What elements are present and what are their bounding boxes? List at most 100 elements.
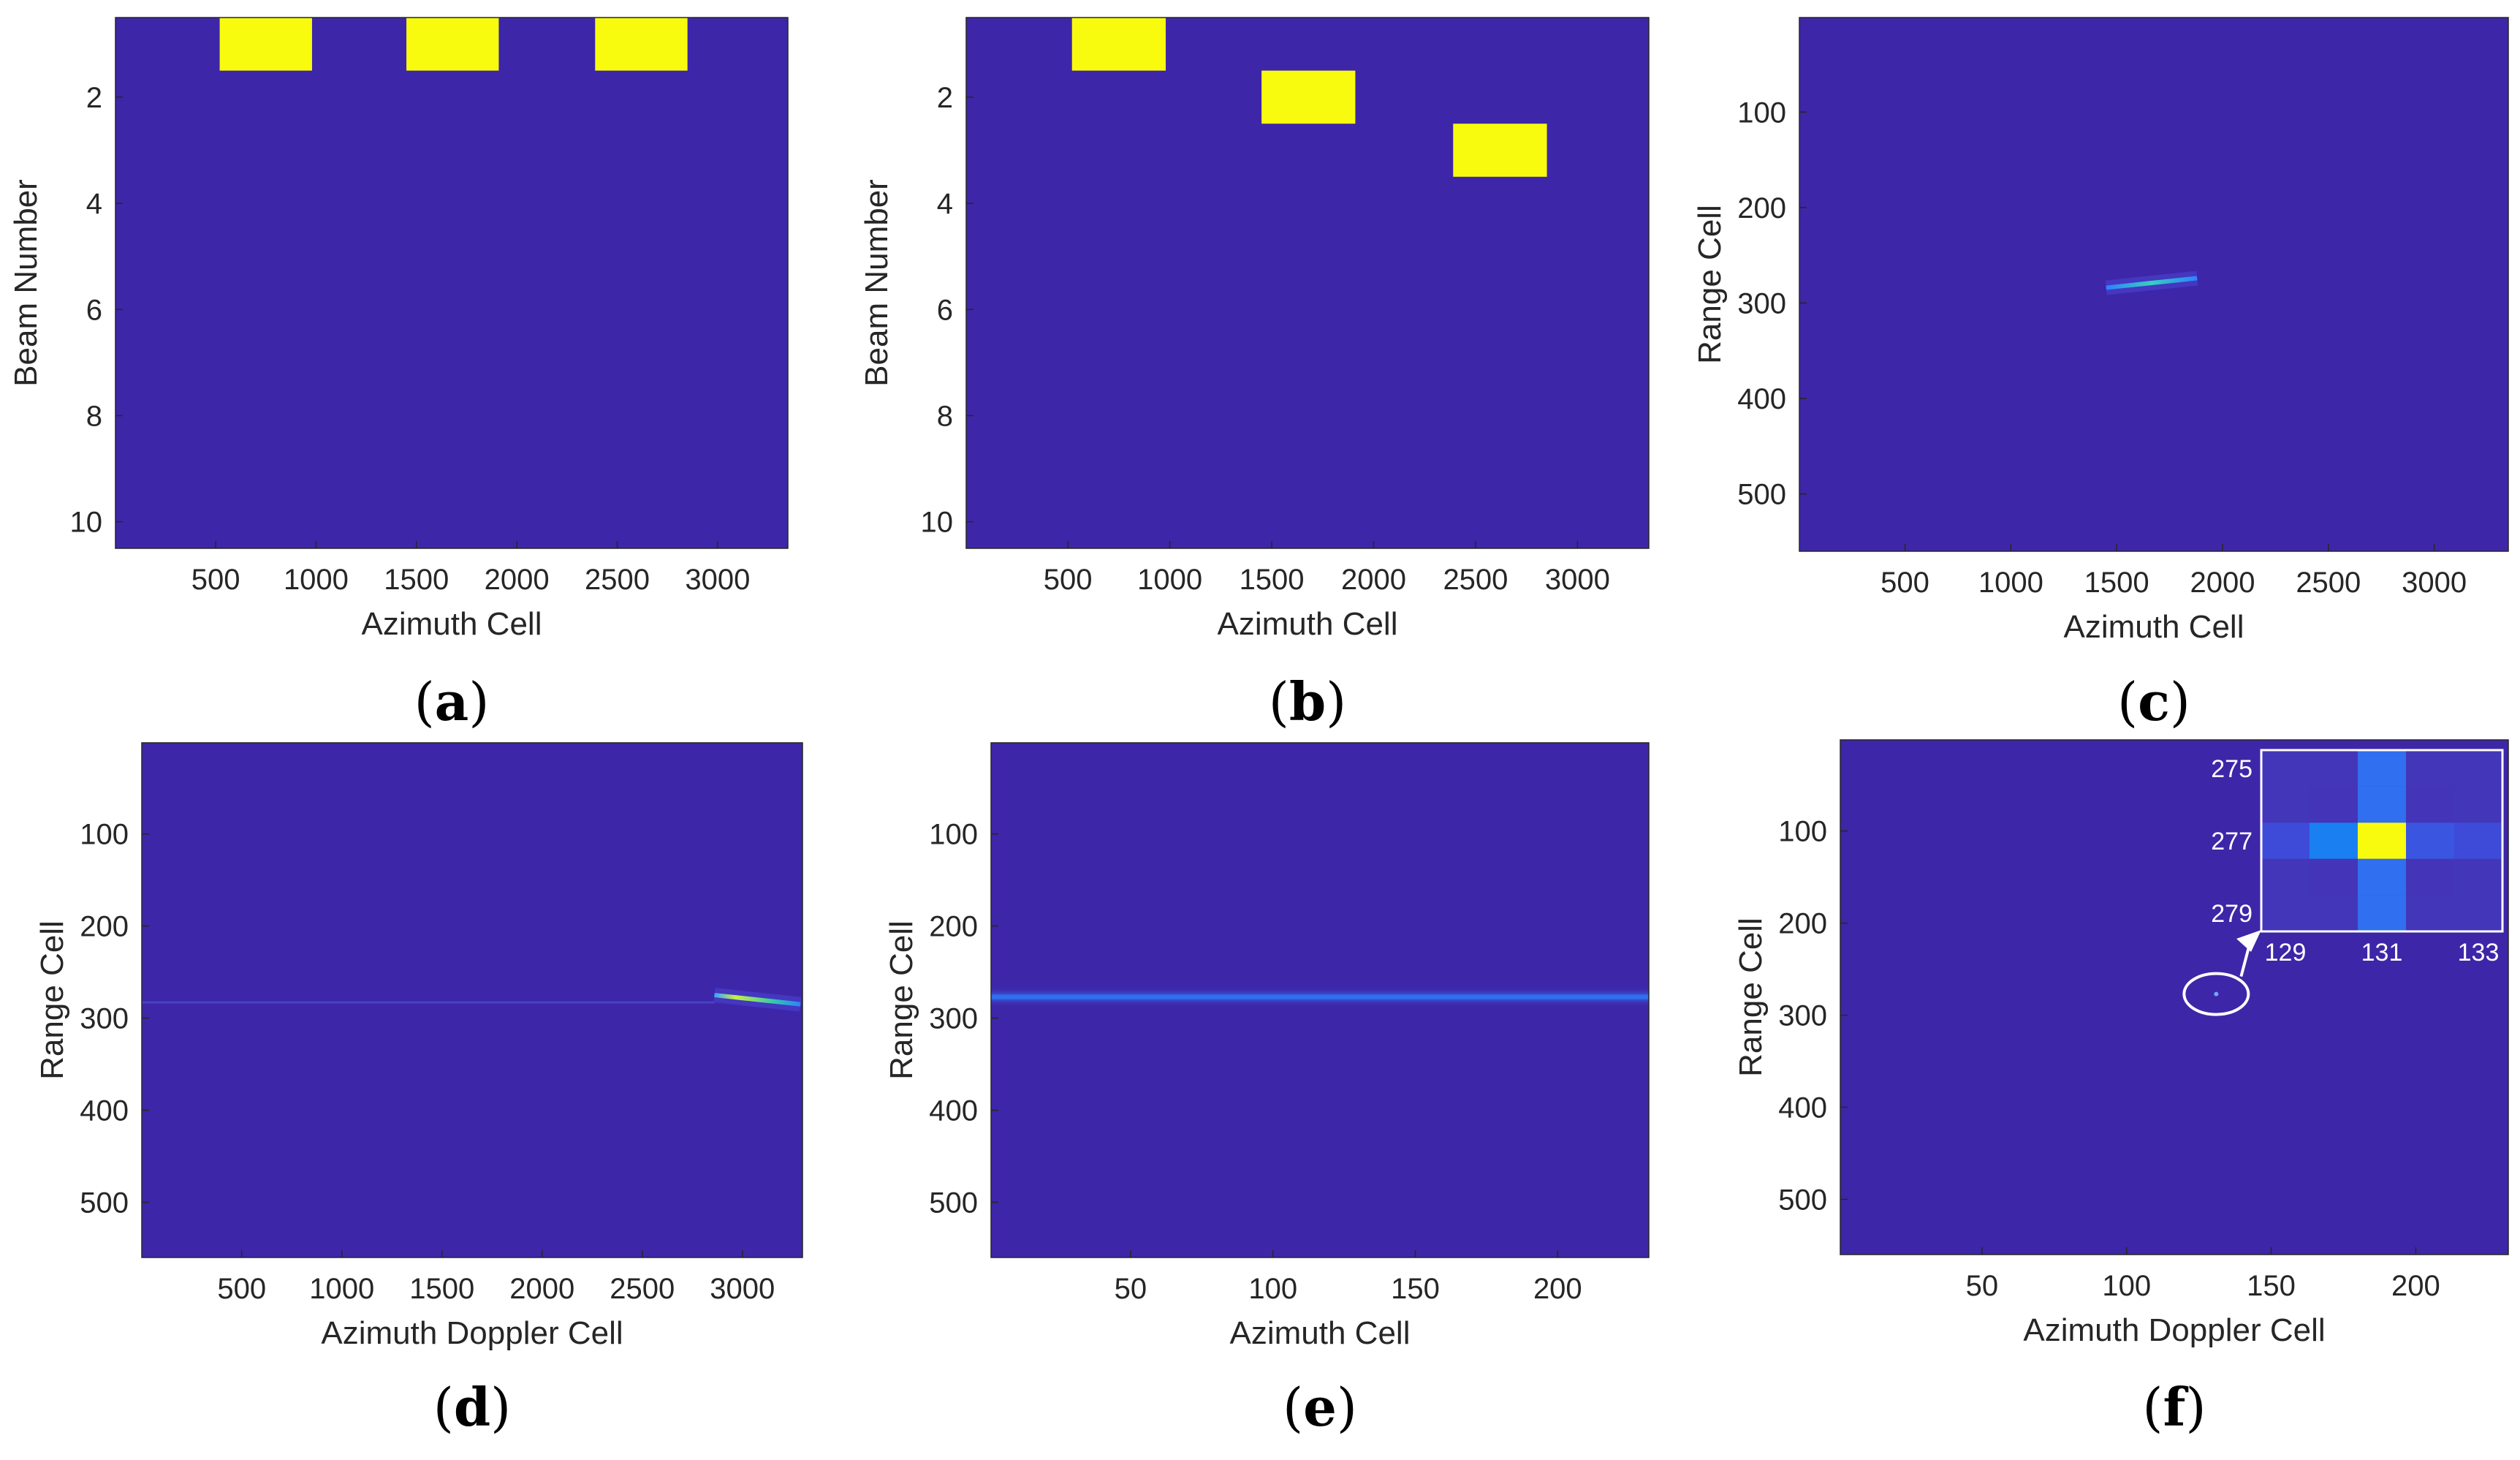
x-axis-label: Azimuth Doppler Cell (321, 1315, 623, 1351)
beam-block-2 (1261, 70, 1356, 124)
y-tick-label-10: 10 (921, 507, 954, 539)
y-tick-label-8: 8 (937, 401, 953, 433)
panel-e: 50 100 150 200 100 200 300 400 500 Azimuth Cell Ra… (884, 742, 1650, 1438)
inset-cell-8 (2454, 822, 2502, 859)
y-axis-label: Range Cell (884, 920, 919, 1080)
panel-label-letter: a (435, 670, 469, 733)
target-streak (714, 993, 801, 1007)
y-tick-label-500: 500 (929, 1187, 978, 1219)
x-tick-label-500: 500 (1880, 567, 1929, 599)
panel-label-letter: f (2163, 1376, 2189, 1438)
y-tick-label-400: 400 (80, 1094, 129, 1127)
x-tick-label-2500: 2500 (1443, 564, 1508, 596)
x-tick-label-3000: 3000 (2402, 567, 2467, 599)
target-streak (2106, 276, 2198, 290)
x-axis-label: Azimuth Cell (362, 606, 542, 642)
panel-label: (f) (2142, 1376, 2206, 1438)
inset-y-tick-277: 277 (2211, 828, 2253, 855)
panel-label-open: ( (433, 1377, 454, 1438)
inset-x-tick-129: 129 (2265, 939, 2307, 967)
x-tick-label-2000: 2000 (1341, 564, 1406, 596)
zoom-inset: 275 277 279 129 131 133 (2211, 749, 2504, 967)
x-tick-label-2000: 2000 (509, 1273, 574, 1305)
panel-label: (b) (1269, 670, 1347, 733)
inset-cell-2 (2310, 822, 2358, 859)
inset-x-tick-131: 131 (2361, 939, 2403, 967)
y-tick-label-200: 200 (80, 911, 129, 943)
y-tick-label-4: 4 (937, 188, 953, 220)
x-axis-label: Azimuth Doppler Cell (2023, 1312, 2325, 1348)
y-axis-label: Beam Number (8, 179, 44, 387)
panel-label: (a) (414, 670, 490, 733)
y-axis-label: Range Cell (34, 920, 70, 1080)
plot-area (142, 743, 802, 1257)
panel-label-open: ( (414, 671, 435, 733)
x-tick-label-2500: 2500 (2296, 567, 2361, 599)
y-tick-label-6: 6 (86, 294, 102, 326)
inset-cell-11 (2310, 858, 2358, 896)
y-tick-label-200: 200 (1778, 908, 1827, 940)
inset-cell-13 (2406, 858, 2454, 896)
inset-cell-9 (2261, 822, 2310, 859)
inset-cell-6 (2358, 895, 2406, 931)
inset-cell-10 (2310, 786, 2358, 823)
x-tick-label-1500: 1500 (409, 1273, 474, 1305)
x-tick-label-2500: 2500 (610, 1273, 675, 1305)
axes-box (115, 17, 789, 549)
x-tick-label-3000: 3000 (710, 1273, 775, 1305)
x-tick-label-2500: 2500 (585, 564, 650, 596)
inset-cell-5 (2358, 750, 2406, 787)
inset-y-tick-279: 279 (2211, 900, 2253, 928)
panel-label-letter: b (1289, 670, 1326, 733)
beam-block-2 (406, 18, 499, 71)
y-tick-label-10: 10 (70, 507, 103, 539)
inset-y-tick-275: 275 (2211, 755, 2253, 783)
panel-label-letter: d (454, 1376, 490, 1438)
y-tick-label-400: 400 (929, 1094, 978, 1127)
y-tick-label-100: 100 (1737, 97, 1786, 129)
x-tick-label-50: 50 (1115, 1273, 1147, 1305)
x-tick-label-500: 500 (1044, 564, 1093, 596)
y-axis-label: Beam Number (859, 179, 895, 387)
x-tick-label-150: 150 (1391, 1273, 1440, 1305)
y-tick-label-500: 500 (1737, 479, 1786, 511)
panel-label: (d) (433, 1376, 512, 1438)
axes-box (990, 742, 1650, 1258)
beam-block-1 (1071, 18, 1166, 71)
x-tick-label-200: 200 (1533, 1273, 1582, 1305)
y-axis-label: Range Cell (1692, 205, 1728, 364)
inset-cell-4 (2358, 858, 2406, 896)
y-tick-label-4: 4 (86, 188, 102, 220)
y-tick-label-300: 300 (929, 1003, 978, 1035)
x-tick-label-2000: 2000 (2190, 567, 2255, 599)
beam-block-3 (1453, 124, 1547, 177)
panel-label-open: ( (2117, 671, 2138, 733)
x-tick-label-2000: 2000 (485, 564, 550, 596)
x-axis-label: Azimuth Cell (1230, 1315, 1411, 1351)
y-tick-label-400: 400 (1737, 383, 1786, 415)
panel-d: 500 1000 1500 2000 2500 3000 100 200 300 400 500 Az… (34, 742, 803, 1438)
x-axis-label: Azimuth Cell (2064, 609, 2244, 645)
panel-c: 500 1000 1500 2000 2500 3000 100 200 300 400 500 Az… (1692, 17, 2509, 733)
callout-arrowhead (2236, 930, 2261, 952)
x-tick-label-1000: 1000 (1137, 564, 1202, 596)
x-tick-label-150: 150 (2247, 1270, 2296, 1302)
panel-label: (e) (1283, 1376, 1357, 1438)
y-tick-label-300: 300 (1737, 287, 1786, 319)
inset-border (2260, 749, 2504, 933)
panel-a: 500 1000 1500 2000 2500 3000 2 4 6 8 10 Azimuth Cel… (8, 17, 789, 733)
y-axis-label: Range Cell (1733, 918, 1769, 1077)
inset-cell-3 (2358, 786, 2406, 823)
plot-area (115, 18, 788, 548)
y-tick-label-200: 200 (1737, 192, 1786, 224)
x-tick-label-500: 500 (191, 564, 240, 596)
y-tick-label-2: 2 (937, 82, 953, 114)
x-tick-label-1500: 1500 (1240, 564, 1305, 596)
inset-x-tick-133: 133 (2458, 939, 2500, 967)
axes-box (141, 742, 803, 1258)
panel-label-close: ) (490, 1377, 511, 1438)
x-tick-label-1000: 1000 (1978, 567, 2043, 599)
inset-cell-1 (2358, 822, 2406, 859)
panel-label: (c) (2117, 670, 2190, 733)
